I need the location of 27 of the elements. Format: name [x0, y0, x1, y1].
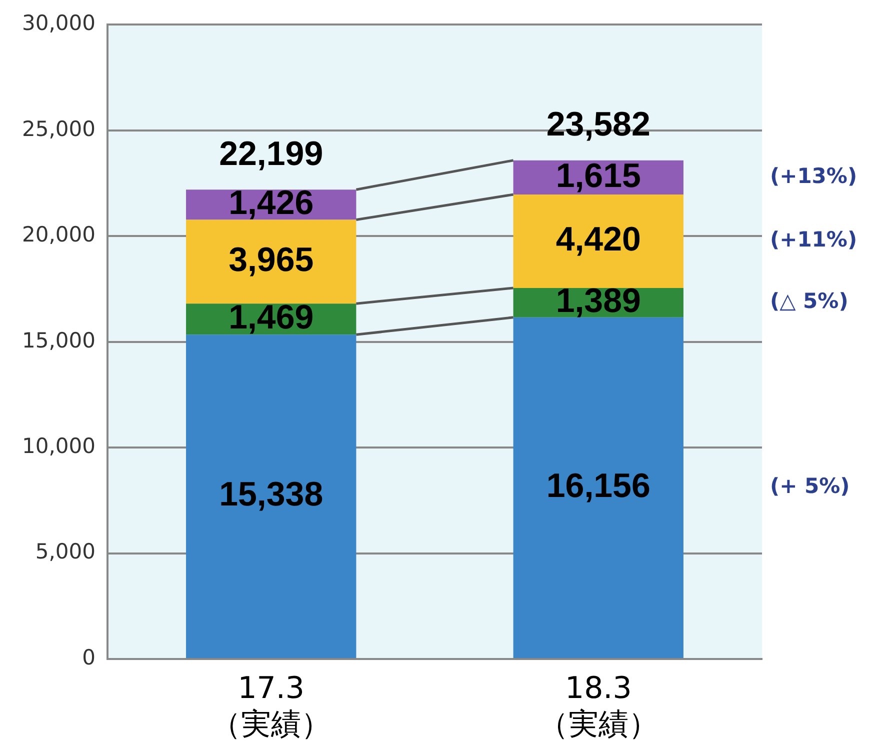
bar — [513, 317, 684, 658]
data-label: 4,420 — [556, 220, 641, 259]
text: (+ 5%) — [770, 474, 850, 498]
data-label: 1,469 — [228, 298, 314, 336]
text: (+13%) — [770, 164, 858, 188]
y-tick-label: 15,000 — [22, 328, 96, 352]
y-tick-label: 0 — [82, 645, 96, 670]
total-label: 22,199 — [219, 134, 324, 173]
data-label: 1,426 — [228, 184, 314, 222]
bar — [186, 334, 356, 658]
y-tick-label: 5,000 — [35, 540, 96, 564]
text: (+11%) — [770, 228, 858, 252]
bar — [186, 220, 356, 304]
x-tick-label: 17.3 （実績） — [211, 670, 332, 742]
data-label: 1,615 — [556, 156, 641, 195]
y-tick-label: 20,000 — [22, 222, 96, 247]
data-label: 1,389 — [556, 282, 641, 320]
data-label: 16,156 — [546, 467, 650, 506]
bar — [513, 194, 684, 288]
y-tick-label: 30,000 — [22, 11, 96, 36]
text: (△ 5%) — [770, 289, 848, 314]
data-label: 3,965 — [228, 241, 314, 280]
total-label: 23,582 — [546, 106, 650, 144]
y-tick-label: 25,000 — [22, 116, 96, 141]
data-label: 15,338 — [219, 476, 324, 514]
y-tick-label: 10,000 — [22, 434, 96, 458]
x-tick-label: 18.3 （実績） — [538, 670, 658, 742]
